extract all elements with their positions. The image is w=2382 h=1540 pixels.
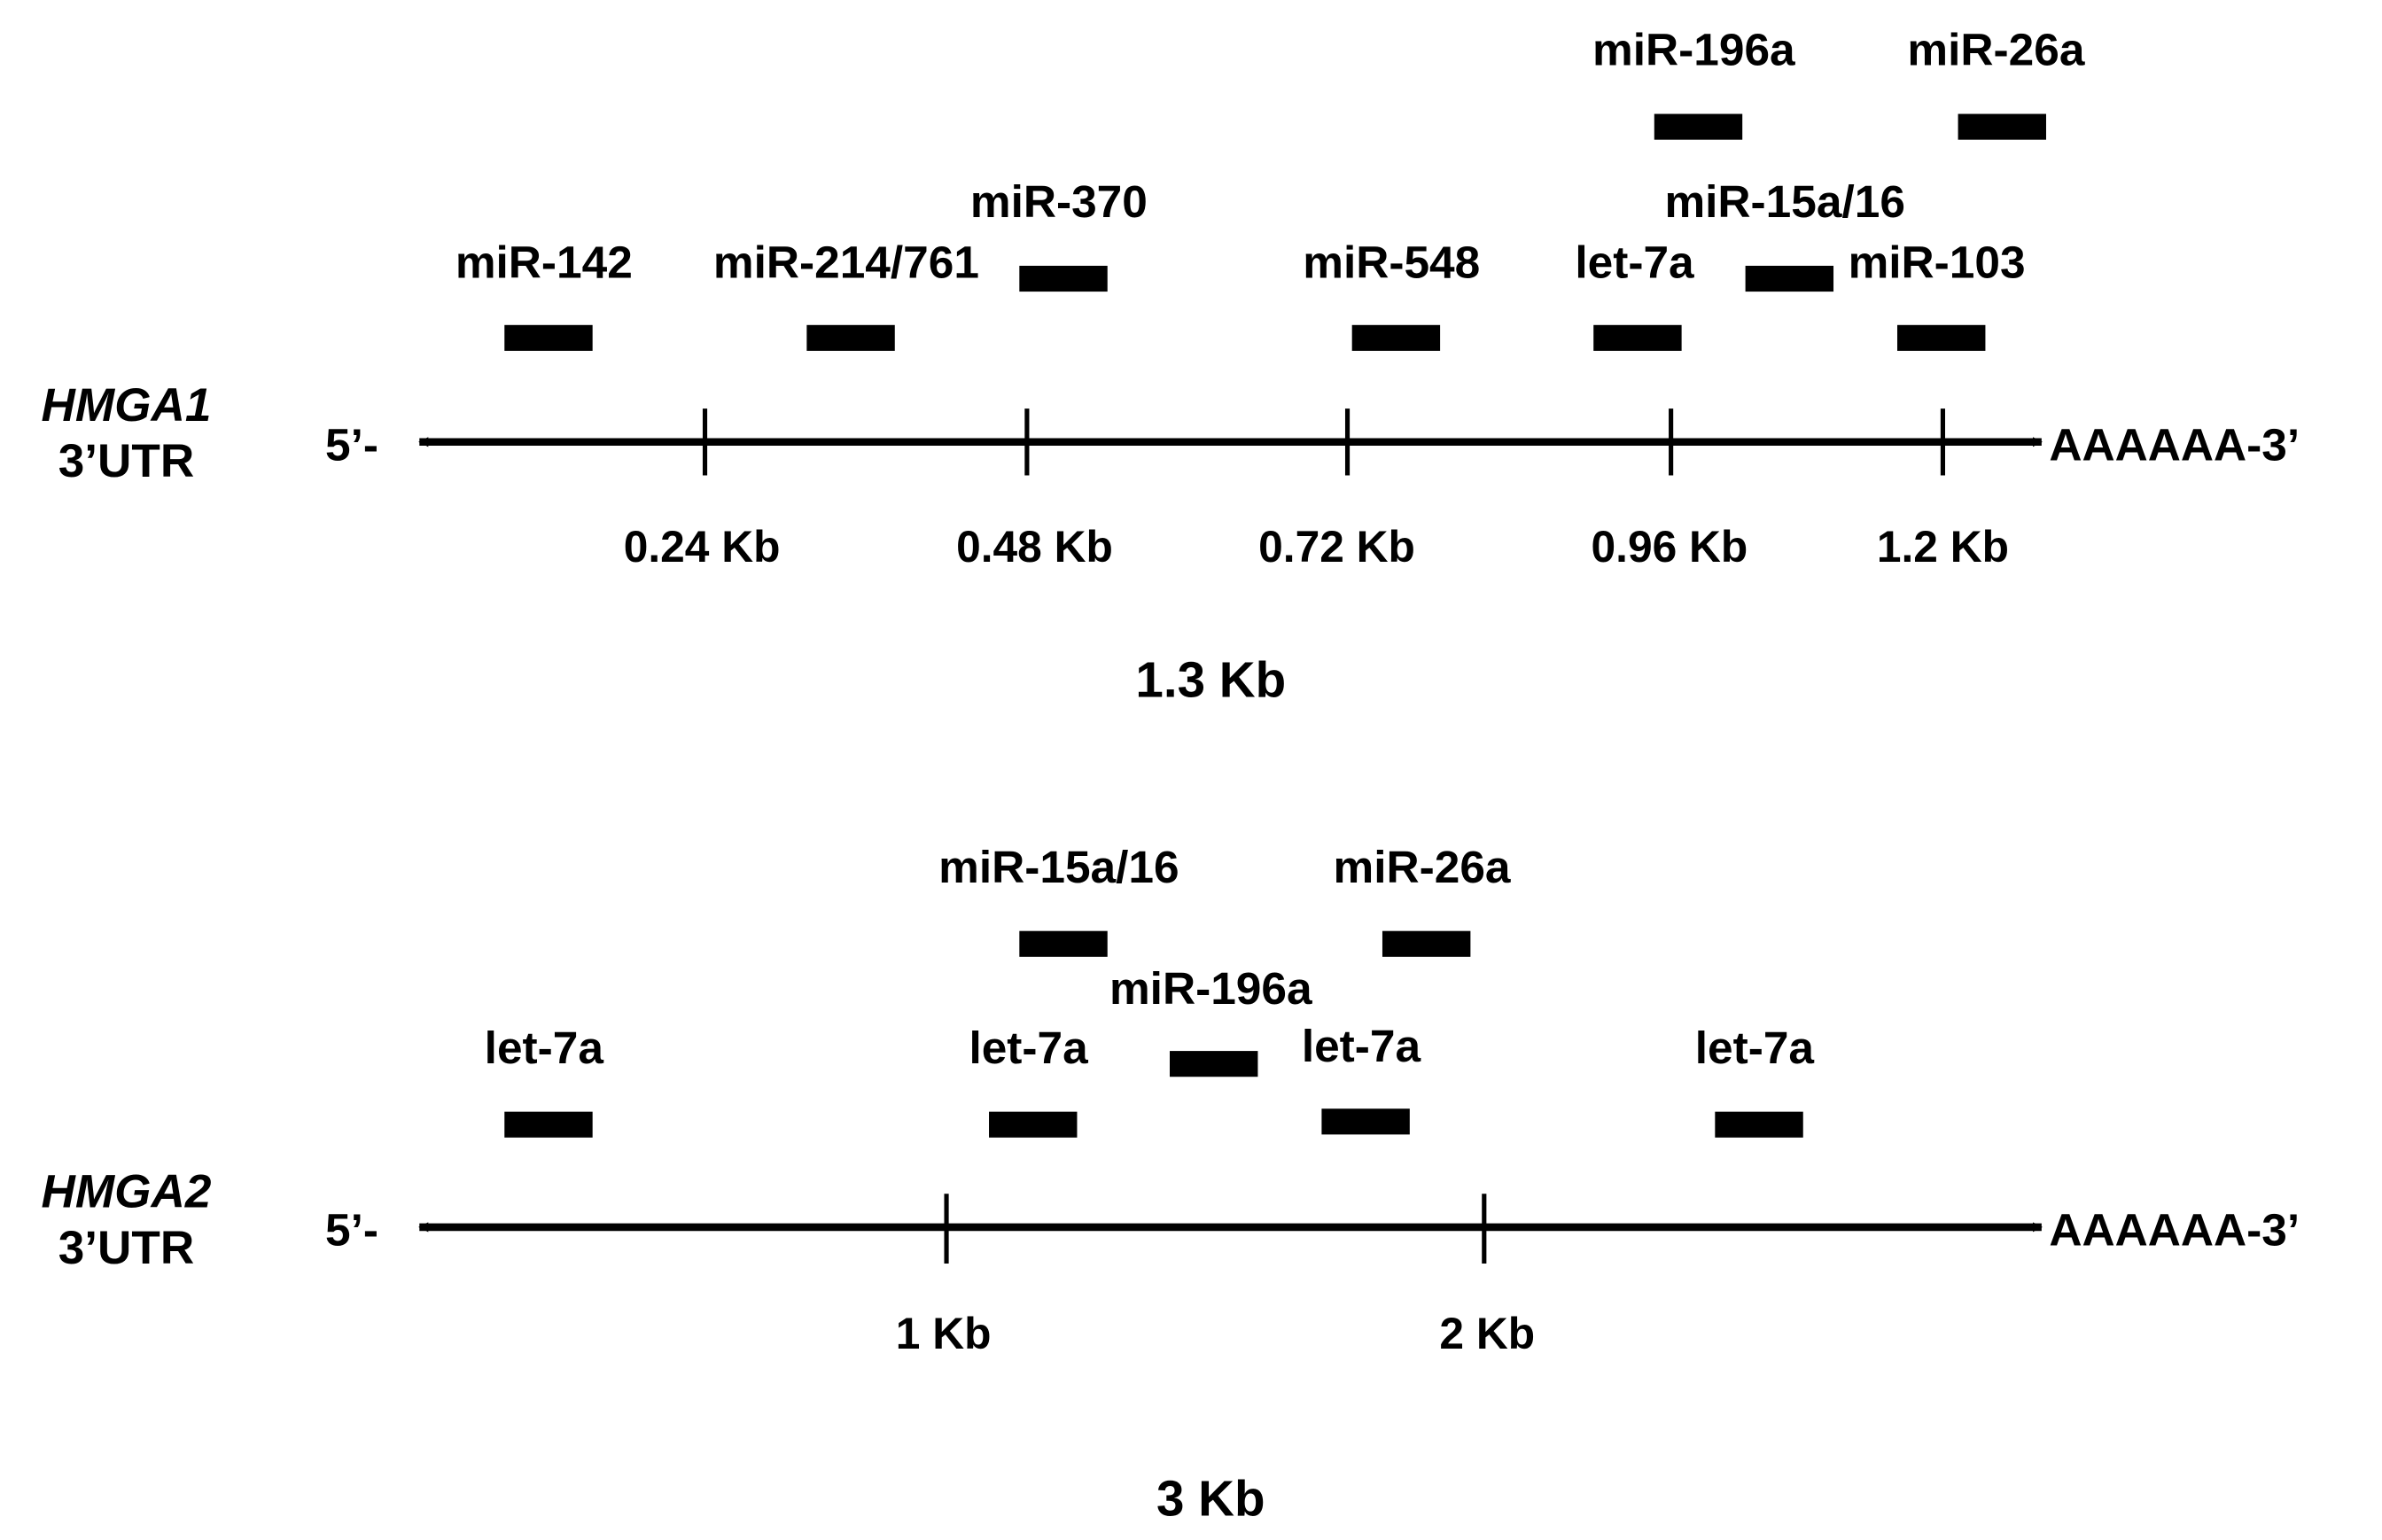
binding-site: let-7a [1302,1020,1421,1135]
site-label: miR-370 [970,175,1148,227]
site-label: let-7a [969,1022,1088,1073]
tick-label: 0.24 Kb [624,522,781,572]
gene-name: HMGA2 [42,1166,212,1218]
site-bar [1351,324,1441,351]
binding-site: miR-196a [1109,962,1312,1077]
site-label: let-7a [1575,237,1694,288]
site-label: miR-142 [455,237,633,288]
site-bar [1958,113,2046,140]
tick-label: 2 Kb [1439,1309,1535,1358]
tick-label: 0.48 Kb [956,522,1113,572]
tick-labels: 1 Kb 2 Kb [896,1309,1535,1358]
binding-site: miR-142 [455,237,633,351]
site-bar [504,324,593,351]
binding-site: miR-15a/16 [1664,175,1905,292]
site-bar [1019,265,1108,292]
binding-site: let-7a [1695,1022,1815,1138]
site-label: let-7a [485,1022,604,1073]
binding-site: let-7a [1575,237,1694,351]
site-bar [1897,324,1986,351]
binding-site: let-7a [969,1022,1088,1138]
binding-site: miR-370 [970,175,1148,292]
total-length-label: 3 Kb [1156,1471,1265,1527]
site-label: miR-196a [1592,24,1795,75]
utr-label: 3’UTR [58,435,194,487]
site-label: let-7a [1302,1020,1421,1071]
binding-site: miR-26a [1907,24,2085,140]
site-label: let-7a [1695,1022,1815,1073]
tick-labels: 0.24 Kb 0.48 Kb 0.72 Kb 0.96 Kb 1.2 Kb [624,522,2009,572]
axis-ticks [944,1194,1487,1264]
site-label: miR-26a [1334,841,1511,892]
hmga2-panel: HMGA2 3’UTR 5’- AAAAAA-3’ 1 Kb 2 Kb 3 Kb… [42,841,2300,1527]
binding-sites: let-7a let-7a miR-15a/16 miR-196a let-7a… [485,841,1815,1138]
tick-label: 0.72 Kb [1258,522,1415,572]
site-label: miR-15a/16 [1664,175,1904,227]
utr-label: 3’UTR [58,1222,194,1274]
site-bar [989,1111,1078,1138]
site-label: miR-26a [1907,24,2084,75]
hmga1-panel: HMGA1 3’UTR 5’- AAAAAA-3’ 0.24 Kb 0.48 K… [42,24,2300,708]
site-bar [1715,1111,1803,1138]
three-prime-label: AAAAAA-3’ [2049,1203,2300,1255]
site-bar [1170,1051,1258,1077]
site-bar [1019,930,1108,957]
gene-name: HMGA1 [42,379,212,432]
site-label: miR-15a/16 [938,841,1179,892]
five-prime-label: 5’- [325,1203,378,1255]
tick-label: 0.96 Kb [1592,522,1748,572]
site-label: miR-548 [1303,237,1480,288]
site-bar [806,324,895,351]
binding-site: miR-103 [1849,237,2026,351]
binding-site: miR-196a [1592,24,1795,140]
binding-site: let-7a [485,1022,604,1138]
site-bar [1745,265,1834,292]
site-label: miR-214/761 [713,237,979,288]
binding-sites: miR-142 miR-214/761 miR-370 miR-548 let-… [455,24,2085,351]
tick-label: 1.2 Kb [1877,522,2009,572]
site-label: miR-103 [1849,237,2026,288]
binding-site: miR-548 [1303,237,1480,351]
binding-site: miR-15a/16 [938,841,1179,957]
site-bar [1593,324,1682,351]
site-bar [504,1111,593,1138]
binding-site: miR-26a [1334,841,1511,957]
five-prime-label: 5’- [325,418,378,470]
site-bar [1382,930,1471,957]
site-bar [1654,113,1743,140]
three-prime-label: AAAAAA-3’ [2049,418,2300,470]
total-length-label: 1.3 Kb [1135,652,1286,708]
tick-label: 1 Kb [896,1309,992,1358]
axis-ticks [702,408,1946,476]
site-label: miR-196a [1109,962,1312,1014]
binding-site: miR-214/761 [713,237,979,351]
site-bar [1321,1108,1410,1135]
